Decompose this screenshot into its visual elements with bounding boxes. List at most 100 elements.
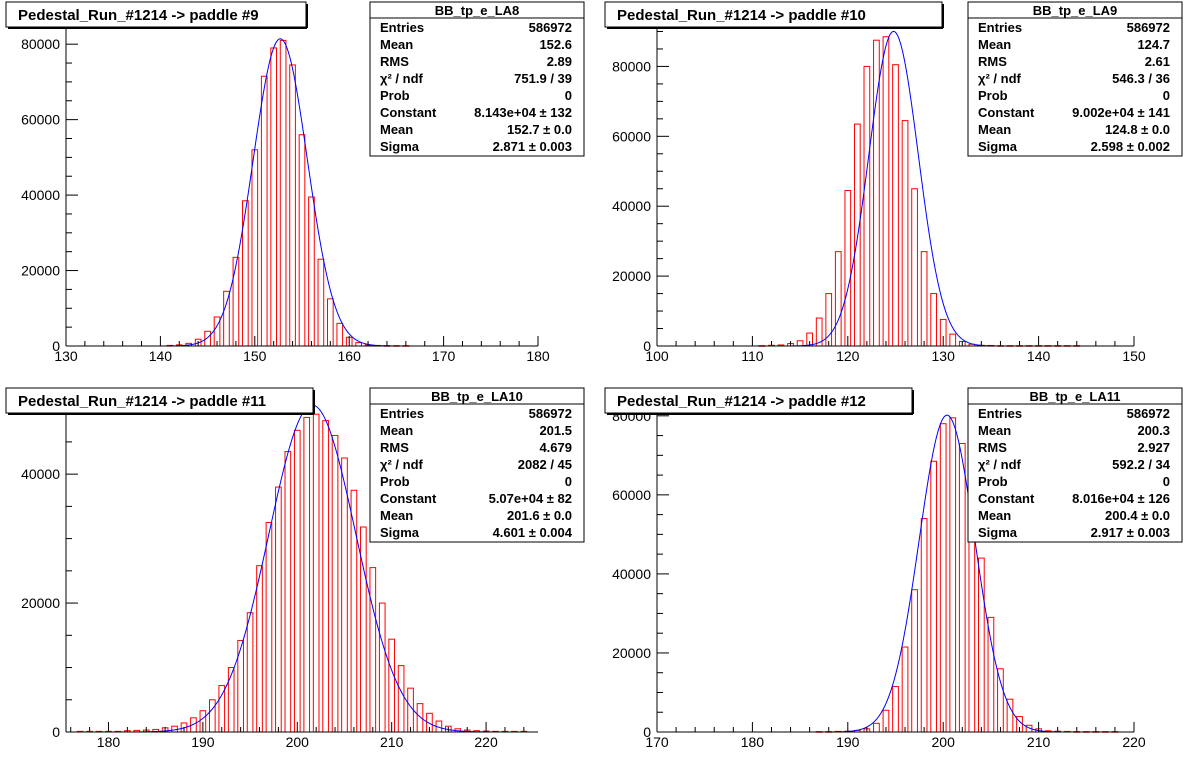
y-tick-label: 0 — [52, 338, 60, 354]
stats-name: BB_tp_e_LA8 — [435, 3, 520, 18]
stats-box — [369, 387, 585, 543]
histogram-panel-3: 180 190 200 210 220 0 20000 40000 Pedestal_Run_#… — [5, 387, 585, 750]
stats-label: RMS — [978, 54, 1007, 69]
stats-label: Prob — [380, 474, 410, 489]
histogram-bar — [901, 120, 909, 347]
histogram-bar — [844, 189, 852, 347]
histogram-bar — [378, 602, 386, 733]
stats-value: 2.917 ± 0.003 — [1091, 525, 1170, 540]
x-tick-label: 180 — [526, 348, 550, 364]
stats-label: Entries — [380, 20, 424, 35]
stats-value: 546.3 / 36 — [1112, 71, 1170, 86]
y-tick-label: 0 — [52, 724, 60, 740]
stats-value: 2.927 — [1137, 440, 1170, 455]
histogram-bar — [901, 646, 909, 733]
stats-label: χ² / ndf — [380, 71, 424, 86]
histogram-bar — [260, 75, 268, 347]
gaussian-fit-curve — [807, 414, 1087, 733]
stats-label: Sigma — [978, 139, 1018, 154]
histogram-bar — [930, 460, 938, 733]
x-tick-label: 140 — [149, 348, 173, 364]
stats-name: BB_tp_e_LA10 — [431, 389, 523, 404]
stats-value: 586972 — [1127, 20, 1170, 35]
y-tick-label: 40000 — [612, 198, 651, 214]
x-tick-label: 170 — [645, 734, 669, 750]
stats-label: Sigma — [380, 525, 420, 540]
stats-label: Mean — [978, 37, 1011, 52]
histogram-panel-1: 130 140 150 160 170 180 0 20000 40000 60000 80000 P… — [5, 1, 585, 364]
y-tick-label: 20000 — [612, 268, 651, 284]
y-tick-label: 40000 — [21, 187, 60, 203]
stats-box — [967, 1, 1183, 157]
stats-value: 2082 / 45 — [518, 457, 572, 472]
y-tick-label: 0 — [643, 724, 651, 740]
y-tick-label: 40000 — [612, 566, 651, 582]
histogram-bar — [355, 342, 362, 347]
histogram-bar — [322, 420, 329, 733]
stats-value: 9.002e+04 ± 141 — [1072, 105, 1170, 120]
x-tick-label: 130 — [54, 348, 78, 364]
y-tick-label: 20000 — [21, 595, 60, 611]
stats-label: Prob — [380, 88, 410, 103]
histogram-bar — [317, 258, 325, 347]
y-tick-label: 80000 — [612, 58, 651, 74]
histogram-bar — [987, 616, 995, 733]
histogram-panel-4: 170 180 190 200 210 220020000400006000080000P… — [604, 387, 1183, 750]
histogram-bar — [388, 638, 396, 733]
x-tick-label: 220 — [1122, 734, 1146, 750]
x-tick-label: 150 — [1122, 348, 1146, 364]
stats-value: 8.143e+04 ± 132 — [474, 105, 572, 120]
histogram-bar — [293, 429, 301, 733]
histogram-bar — [920, 251, 928, 347]
gaussian-fit-curve — [769, 30, 1018, 347]
stats-value: 2.61 — [1145, 54, 1170, 69]
stats-name: BB_tp_e_LA9 — [1033, 3, 1118, 18]
x-tick-label: 140 — [1027, 348, 1051, 364]
histogram-bar — [298, 134, 306, 347]
stats-value: 2.89 — [547, 54, 572, 69]
stats-value: 5.07e+04 ± 82 — [489, 491, 572, 506]
stats-box — [369, 1, 585, 157]
histogram-bar — [218, 685, 226, 733]
stats-label: RMS — [380, 440, 409, 455]
y-tick-label: 60000 — [612, 128, 651, 144]
chart-title: Pedestal_Run_#1214 -> paddle #9 — [18, 7, 259, 24]
stats-label: Mean — [380, 508, 413, 523]
stats-value: 124.7 — [1137, 37, 1170, 52]
x-tick-label: 200 — [932, 734, 956, 750]
x-tick-label: 180 — [97, 734, 121, 750]
histogram-bar — [312, 413, 320, 733]
x-tick-label: 180 — [741, 734, 765, 750]
x-tick-label: 120 — [836, 348, 860, 364]
stats-label: Constant — [978, 491, 1035, 506]
histogram-panel-2: 100 110 120 130 140 150 0 20000 40000 60000 80000 P… — [604, 1, 1183, 364]
histogram-bar — [251, 149, 259, 347]
histogram-bar — [232, 256, 240, 347]
histogram-bar — [958, 442, 966, 733]
histogram-bar — [397, 665, 405, 733]
stats-value: 200.4 ± 0.0 — [1105, 508, 1170, 523]
stats-value: 201.6 ± 0.0 — [507, 508, 572, 523]
stats-value: 586972 — [529, 20, 572, 35]
histogram-bar — [834, 251, 842, 347]
histogram-bar — [949, 333, 957, 347]
x-tick-label: 170 — [432, 348, 456, 364]
histogram-bar — [997, 668, 1004, 733]
stats-name: BB_tp_e_LA11 — [1029, 389, 1120, 404]
y-tick-label: 60000 — [612, 487, 651, 503]
stats-value: 152.6 — [539, 37, 572, 52]
histogram-bar — [911, 188, 918, 347]
histogram-bar — [275, 486, 282, 733]
stats-value: 4.601 ± 0.004 — [493, 525, 573, 540]
histogram-bar — [930, 293, 938, 347]
histogram-bar — [892, 64, 899, 347]
stats-label: Entries — [978, 406, 1022, 421]
histogram-bar — [863, 65, 871, 347]
histogram-bar — [331, 434, 339, 733]
x-tick-label: 210 — [1027, 734, 1051, 750]
histogram-bar — [920, 518, 928, 733]
stats-label: Entries — [380, 406, 424, 421]
y-tick-label: 0 — [643, 338, 651, 354]
x-tick-label: 150 — [243, 348, 267, 364]
histogram-bar — [326, 298, 334, 347]
